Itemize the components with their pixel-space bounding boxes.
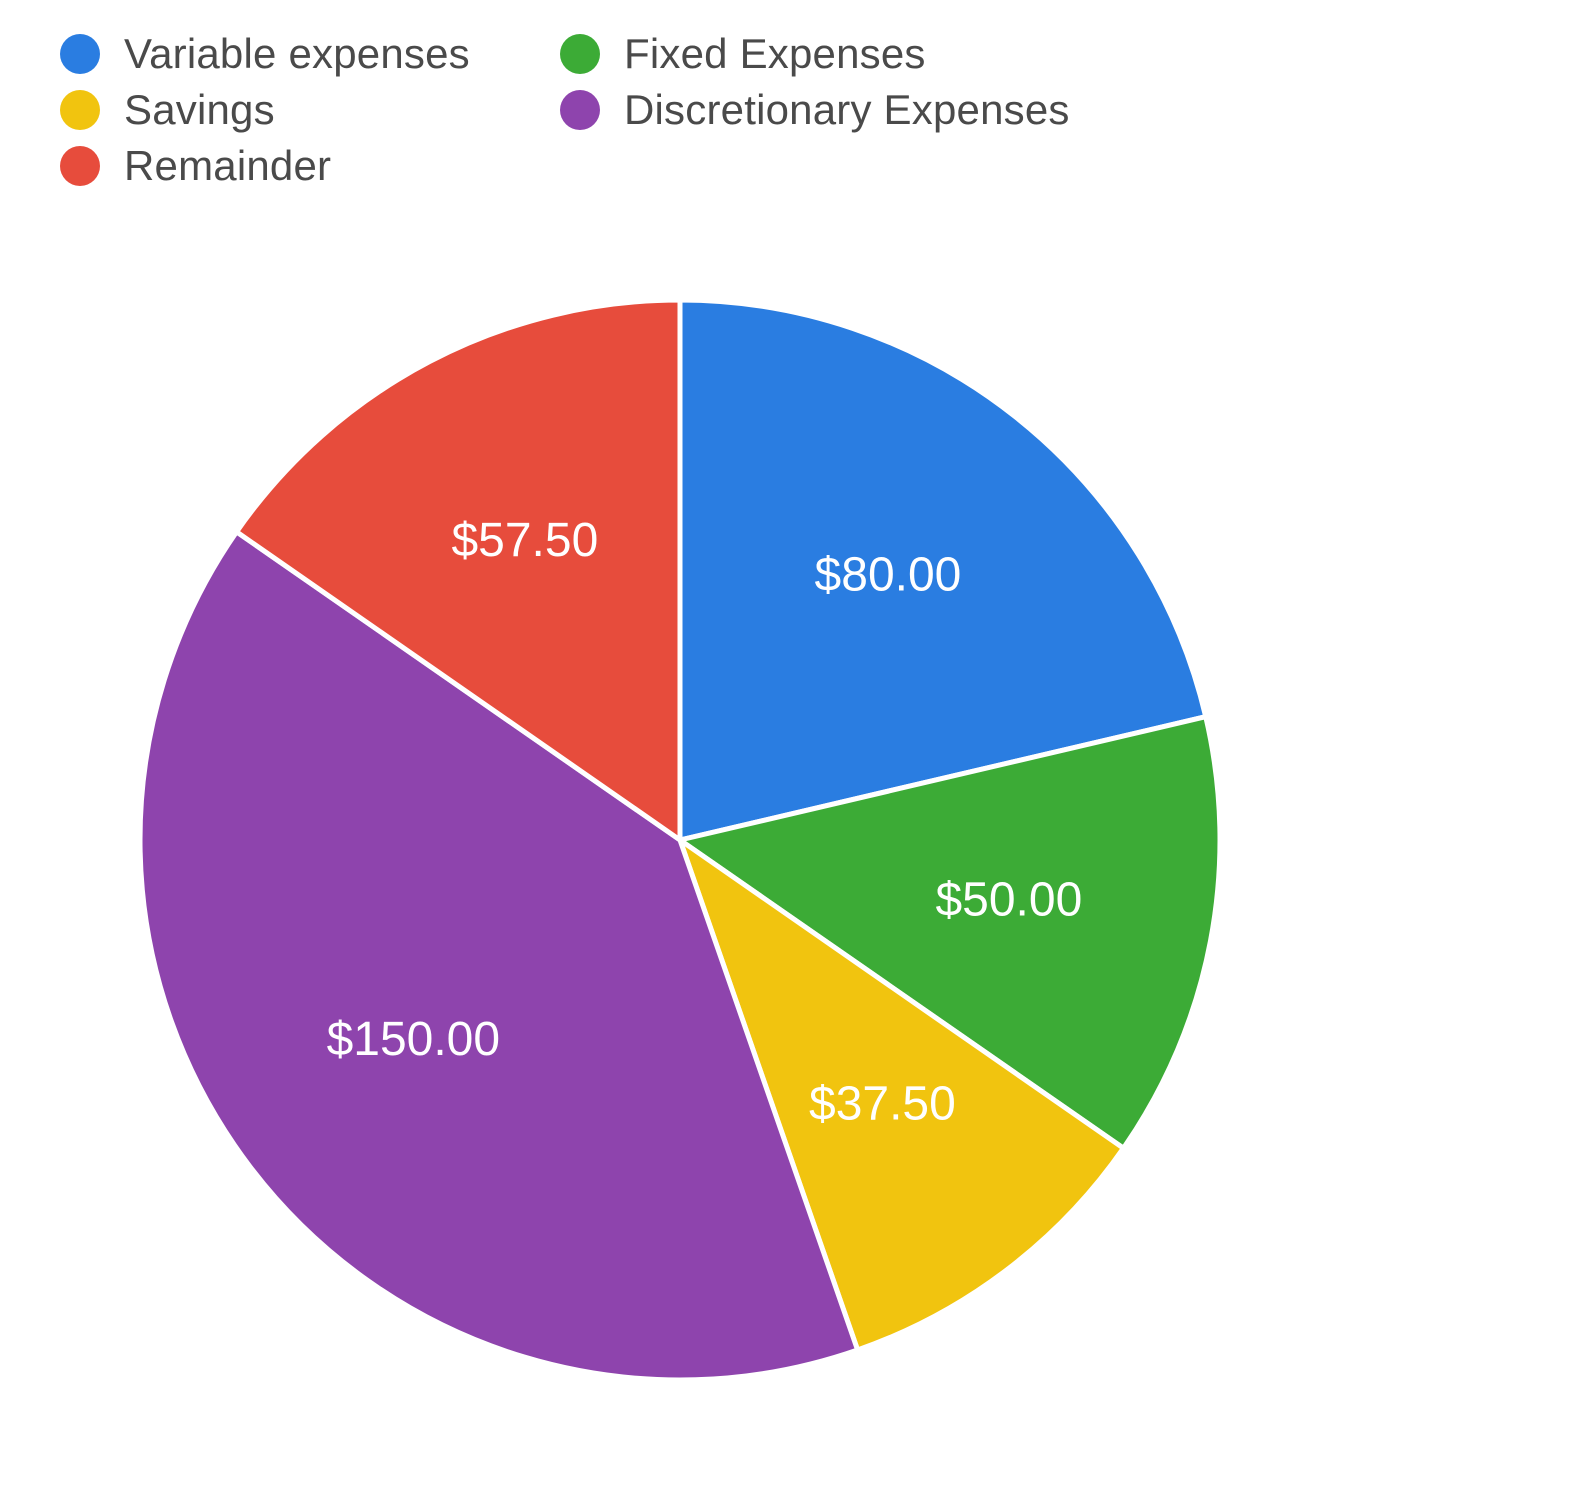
legend-swatch-icon [60,34,100,74]
slice-value-label: $50.00 [935,873,1082,926]
slice-value-label: $150.00 [327,1013,501,1066]
legend-swatch-icon [560,34,600,74]
legend-item-discretionary-expenses: Discretionary Expenses [560,86,1070,134]
legend-item-savings: Savings [60,86,540,134]
pie-svg: $80.00 $50.00 $37.50 $150.00 $57.50 [60,210,1530,1470]
legend-swatch-icon [60,90,100,130]
pie-area: $80.00 $50.00 $37.50 $150.00 $57.50 [60,210,1530,1470]
legend-item-remainder: Remainder [60,142,540,190]
expenses-pie-chart: Variable expenses Fixed Expenses Savings… [0,0,1590,1498]
legend-label: Savings [124,86,275,134]
chart-legend: Variable expenses Fixed Expenses Savings… [60,30,1530,190]
legend-label: Discretionary Expenses [624,86,1070,134]
slice-value-label: $37.50 [809,1077,956,1130]
legend-swatch-icon [560,90,600,130]
slice-value-label: $57.50 [451,514,598,567]
legend-swatch-icon [60,146,100,186]
legend-item-fixed-expenses: Fixed Expenses [560,30,1040,78]
slice-value-label: $80.00 [815,548,962,601]
legend-label: Variable expenses [124,30,470,78]
legend-label: Remainder [124,142,331,190]
legend-item-variable-expenses: Variable expenses [60,30,540,78]
legend-label: Fixed Expenses [624,30,926,78]
